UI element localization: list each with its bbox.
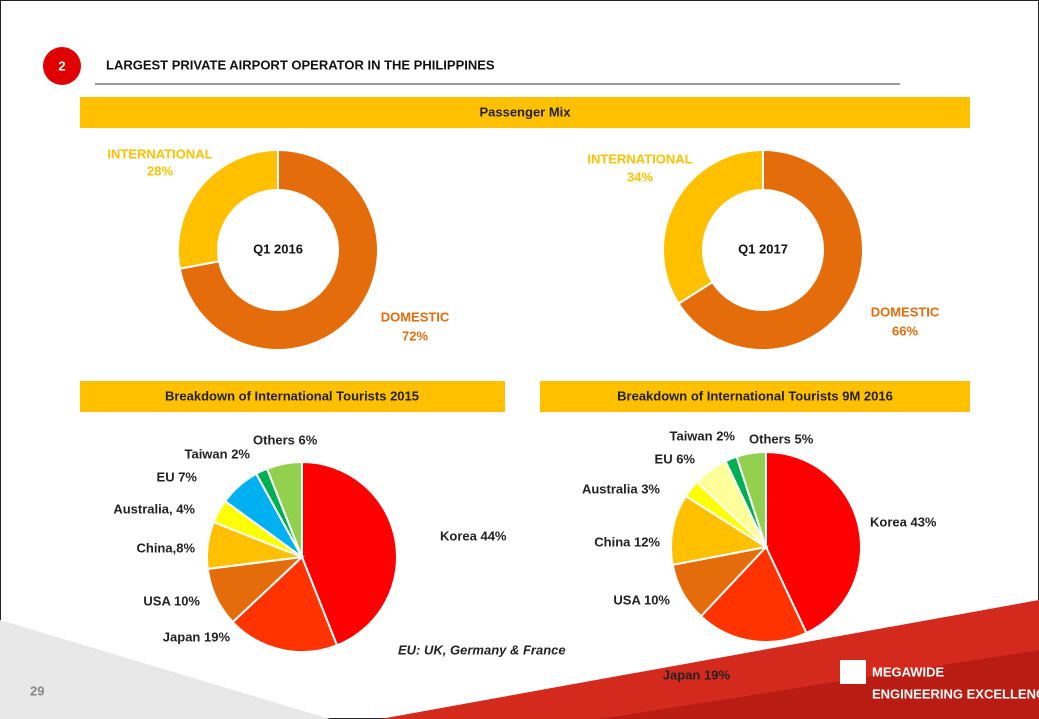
- slice-label: China,8%: [136, 540, 195, 555]
- panel-title: Breakdown of International Tourists 2015: [165, 388, 419, 403]
- pie-slice: [231, 555, 339, 653]
- segment-value: 28%: [147, 163, 173, 178]
- segment-value: 34%: [627, 169, 653, 184]
- segment-name: INTERNATIONAL: [107, 146, 212, 161]
- segment-name: DOMESTIC: [871, 304, 940, 319]
- footnote: EU: UK, Germany & France: [398, 642, 566, 657]
- page-number: 29: [30, 683, 44, 698]
- slice-label: Australia 3%: [582, 481, 660, 496]
- logo-name: MEGAWIDE: [872, 664, 945, 679]
- panel-title: Passenger Mix: [479, 104, 571, 119]
- slice-label: Others 5%: [749, 431, 814, 446]
- slice-label: Taiwan 2%: [184, 446, 250, 461]
- pie-slice: [699, 545, 808, 643]
- badge-number: 2: [58, 58, 65, 73]
- segment-name: DOMESTIC: [381, 309, 450, 324]
- panel-title: Breakdown of International Tourists 9M 2…: [617, 388, 893, 403]
- donut-segment: [178, 148, 379, 351]
- segment-value: 72%: [402, 328, 428, 343]
- panel-header: [540, 381, 970, 412]
- slide-title: LARGEST PRIVATE AIRPORT OPERATOR IN THE …: [106, 57, 495, 72]
- donut-segment: [677, 148, 864, 351]
- panel-header: [80, 381, 505, 412]
- corner-shape: [0, 620, 330, 719]
- swoosh-dark: [600, 650, 1039, 719]
- slice-label: EU 6%: [655, 451, 696, 466]
- slice-label: Korea 43%: [870, 514, 937, 529]
- slice-label: USA 10%: [613, 592, 670, 607]
- slice-label: Korea 44%: [440, 528, 507, 543]
- badge: [43, 47, 81, 85]
- panel-header: [80, 97, 970, 128]
- slice-label: Taiwan 2%: [669, 428, 735, 443]
- logo-tagline: ENGINEERING EXCELLENCE: [872, 686, 1039, 701]
- center-label: Q1 2017: [738, 241, 788, 256]
- pie-slice: [765, 450, 862, 635]
- slice-label: Japan 19%: [163, 629, 231, 644]
- center-label: Q1 2016: [253, 241, 303, 256]
- slice-label: Australia, 4%: [113, 501, 195, 516]
- slice-label: China 12%: [594, 534, 660, 549]
- pie-slice: [670, 494, 769, 566]
- pie-slice: [735, 450, 767, 548]
- pie-slice: [265, 460, 303, 558]
- segment-value: 66%: [892, 323, 918, 338]
- slice-label: Japan 19%: [663, 667, 731, 682]
- slice-label: Others 6%: [253, 432, 318, 447]
- slice-label: EU 7%: [157, 469, 198, 484]
- pie-slice: [301, 460, 398, 647]
- donut-segment: [177, 148, 279, 270]
- logo-icon: [840, 660, 866, 684]
- donut-segment: [662, 148, 764, 305]
- slice-label: USA 10%: [143, 593, 200, 608]
- segment-name: INTERNATIONAL: [587, 151, 692, 166]
